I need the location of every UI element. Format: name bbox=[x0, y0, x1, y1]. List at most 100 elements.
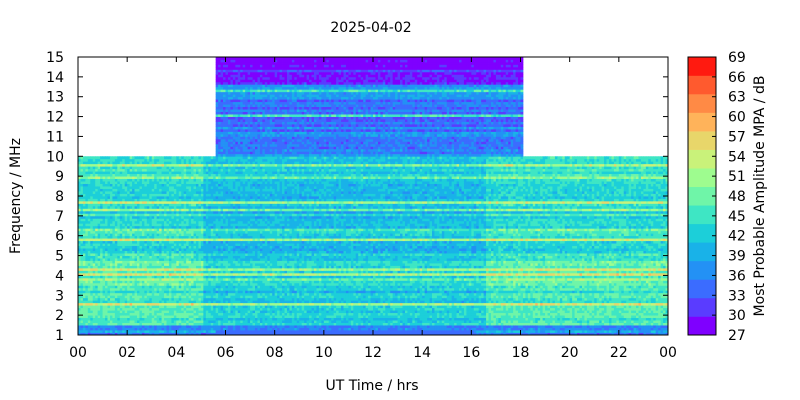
heatmap-cell bbox=[213, 218, 216, 221]
heatmap-cell bbox=[108, 275, 111, 278]
heatmap-cell bbox=[157, 270, 160, 273]
heatmap-cell bbox=[216, 273, 219, 276]
heatmap-cell bbox=[144, 206, 147, 209]
heatmap-cell bbox=[130, 236, 133, 239]
heatmap-cell bbox=[85, 261, 88, 264]
heatmap-cell bbox=[171, 325, 174, 328]
heatmap-cell bbox=[80, 246, 83, 249]
heatmap-cell bbox=[108, 166, 111, 169]
heatmap-cell bbox=[137, 233, 140, 236]
heatmap-cell bbox=[221, 268, 224, 271]
heatmap-cell bbox=[149, 278, 152, 281]
heatmap-cell bbox=[206, 191, 209, 194]
heatmap-cell bbox=[137, 273, 140, 276]
heatmap-cell bbox=[157, 263, 160, 266]
heatmap-cell bbox=[208, 191, 211, 194]
heatmap-cell bbox=[105, 246, 108, 249]
heatmap-cell bbox=[198, 233, 201, 236]
heatmap-cell bbox=[218, 134, 221, 137]
heatmap-cell bbox=[226, 87, 229, 90]
heatmap-cell bbox=[181, 203, 184, 206]
heatmap-cell bbox=[184, 315, 187, 318]
heatmap-cell bbox=[108, 288, 111, 291]
heatmap-cell bbox=[80, 203, 83, 206]
heatmap-cell bbox=[230, 313, 233, 316]
heatmap-cell bbox=[201, 201, 204, 204]
heatmap-cell bbox=[132, 330, 135, 333]
heatmap-cell bbox=[157, 203, 160, 206]
heatmap-cell bbox=[120, 300, 123, 303]
heatmap-cell bbox=[157, 253, 160, 256]
heatmap-cell bbox=[171, 256, 174, 259]
heatmap-cell bbox=[93, 285, 96, 288]
heatmap-cell bbox=[218, 112, 221, 115]
heatmap-cell bbox=[201, 330, 204, 333]
heatmap-cell bbox=[226, 134, 229, 137]
heatmap-cell bbox=[120, 258, 123, 261]
heatmap-cell bbox=[201, 275, 204, 278]
heatmap-cell bbox=[147, 169, 150, 172]
heatmap-cell bbox=[132, 263, 135, 266]
heatmap-cell bbox=[112, 256, 115, 259]
heatmap-cell bbox=[226, 211, 229, 214]
heatmap-cell bbox=[169, 176, 172, 179]
heatmap-cell bbox=[93, 161, 96, 164]
heatmap-cell bbox=[235, 315, 238, 318]
heatmap-cell bbox=[230, 211, 233, 214]
heatmap-cell bbox=[90, 236, 93, 239]
heatmap-cell bbox=[98, 320, 101, 323]
heatmap-cell bbox=[216, 241, 219, 244]
heatmap-cell bbox=[127, 211, 130, 214]
heatmap-cell bbox=[147, 243, 150, 246]
heatmap-cell bbox=[233, 94, 236, 97]
heatmap-cell bbox=[230, 191, 233, 194]
heatmap-cell bbox=[154, 174, 157, 177]
heatmap-cell bbox=[189, 184, 192, 187]
heatmap-cell bbox=[103, 159, 106, 162]
heatmap-cell bbox=[228, 315, 231, 318]
heatmap-cell bbox=[149, 318, 152, 321]
heatmap-cell bbox=[226, 206, 229, 209]
heatmap-cell bbox=[157, 305, 160, 308]
heatmap-cell bbox=[105, 201, 108, 204]
heatmap-cell bbox=[174, 156, 177, 159]
heatmap-cell bbox=[218, 318, 221, 321]
heatmap-cell bbox=[154, 318, 157, 321]
heatmap-cell bbox=[167, 161, 170, 164]
heatmap-cell bbox=[117, 330, 120, 333]
heatmap-cell bbox=[127, 248, 130, 251]
heatmap-cell bbox=[152, 270, 155, 273]
heatmap-cell bbox=[179, 310, 182, 313]
heatmap-cell bbox=[164, 198, 167, 201]
heatmap-cell bbox=[93, 233, 96, 236]
heatmap-cell bbox=[83, 295, 86, 298]
heatmap-cell bbox=[176, 295, 179, 298]
heatmap-cell bbox=[221, 176, 224, 179]
heatmap-cell bbox=[181, 328, 184, 331]
heatmap-cell bbox=[157, 201, 160, 204]
heatmap-cell bbox=[132, 241, 135, 244]
heatmap-cell bbox=[206, 184, 209, 187]
heatmap-cell bbox=[90, 278, 93, 281]
heatmap-cell bbox=[184, 248, 187, 251]
heatmap-cell bbox=[137, 310, 140, 313]
heatmap-cell bbox=[189, 293, 192, 296]
heatmap-cell bbox=[100, 263, 103, 266]
heatmap-cell bbox=[98, 251, 101, 254]
heatmap-cell bbox=[223, 198, 226, 201]
heatmap-cell bbox=[191, 248, 194, 251]
heatmap-cell bbox=[125, 243, 128, 246]
heatmap-cell bbox=[228, 99, 231, 102]
heatmap-cell bbox=[144, 184, 147, 187]
heatmap-cell bbox=[194, 318, 197, 321]
heatmap-cell bbox=[162, 285, 165, 288]
heatmap-cell bbox=[80, 261, 83, 264]
heatmap-cell bbox=[218, 127, 221, 130]
heatmap-cell bbox=[142, 248, 145, 251]
heatmap-cell bbox=[115, 174, 118, 177]
heatmap-cell bbox=[169, 179, 172, 182]
heatmap-cell bbox=[201, 273, 204, 276]
heatmap-cell bbox=[169, 218, 172, 221]
heatmap-cell bbox=[189, 201, 192, 204]
heatmap-cell bbox=[230, 79, 233, 82]
